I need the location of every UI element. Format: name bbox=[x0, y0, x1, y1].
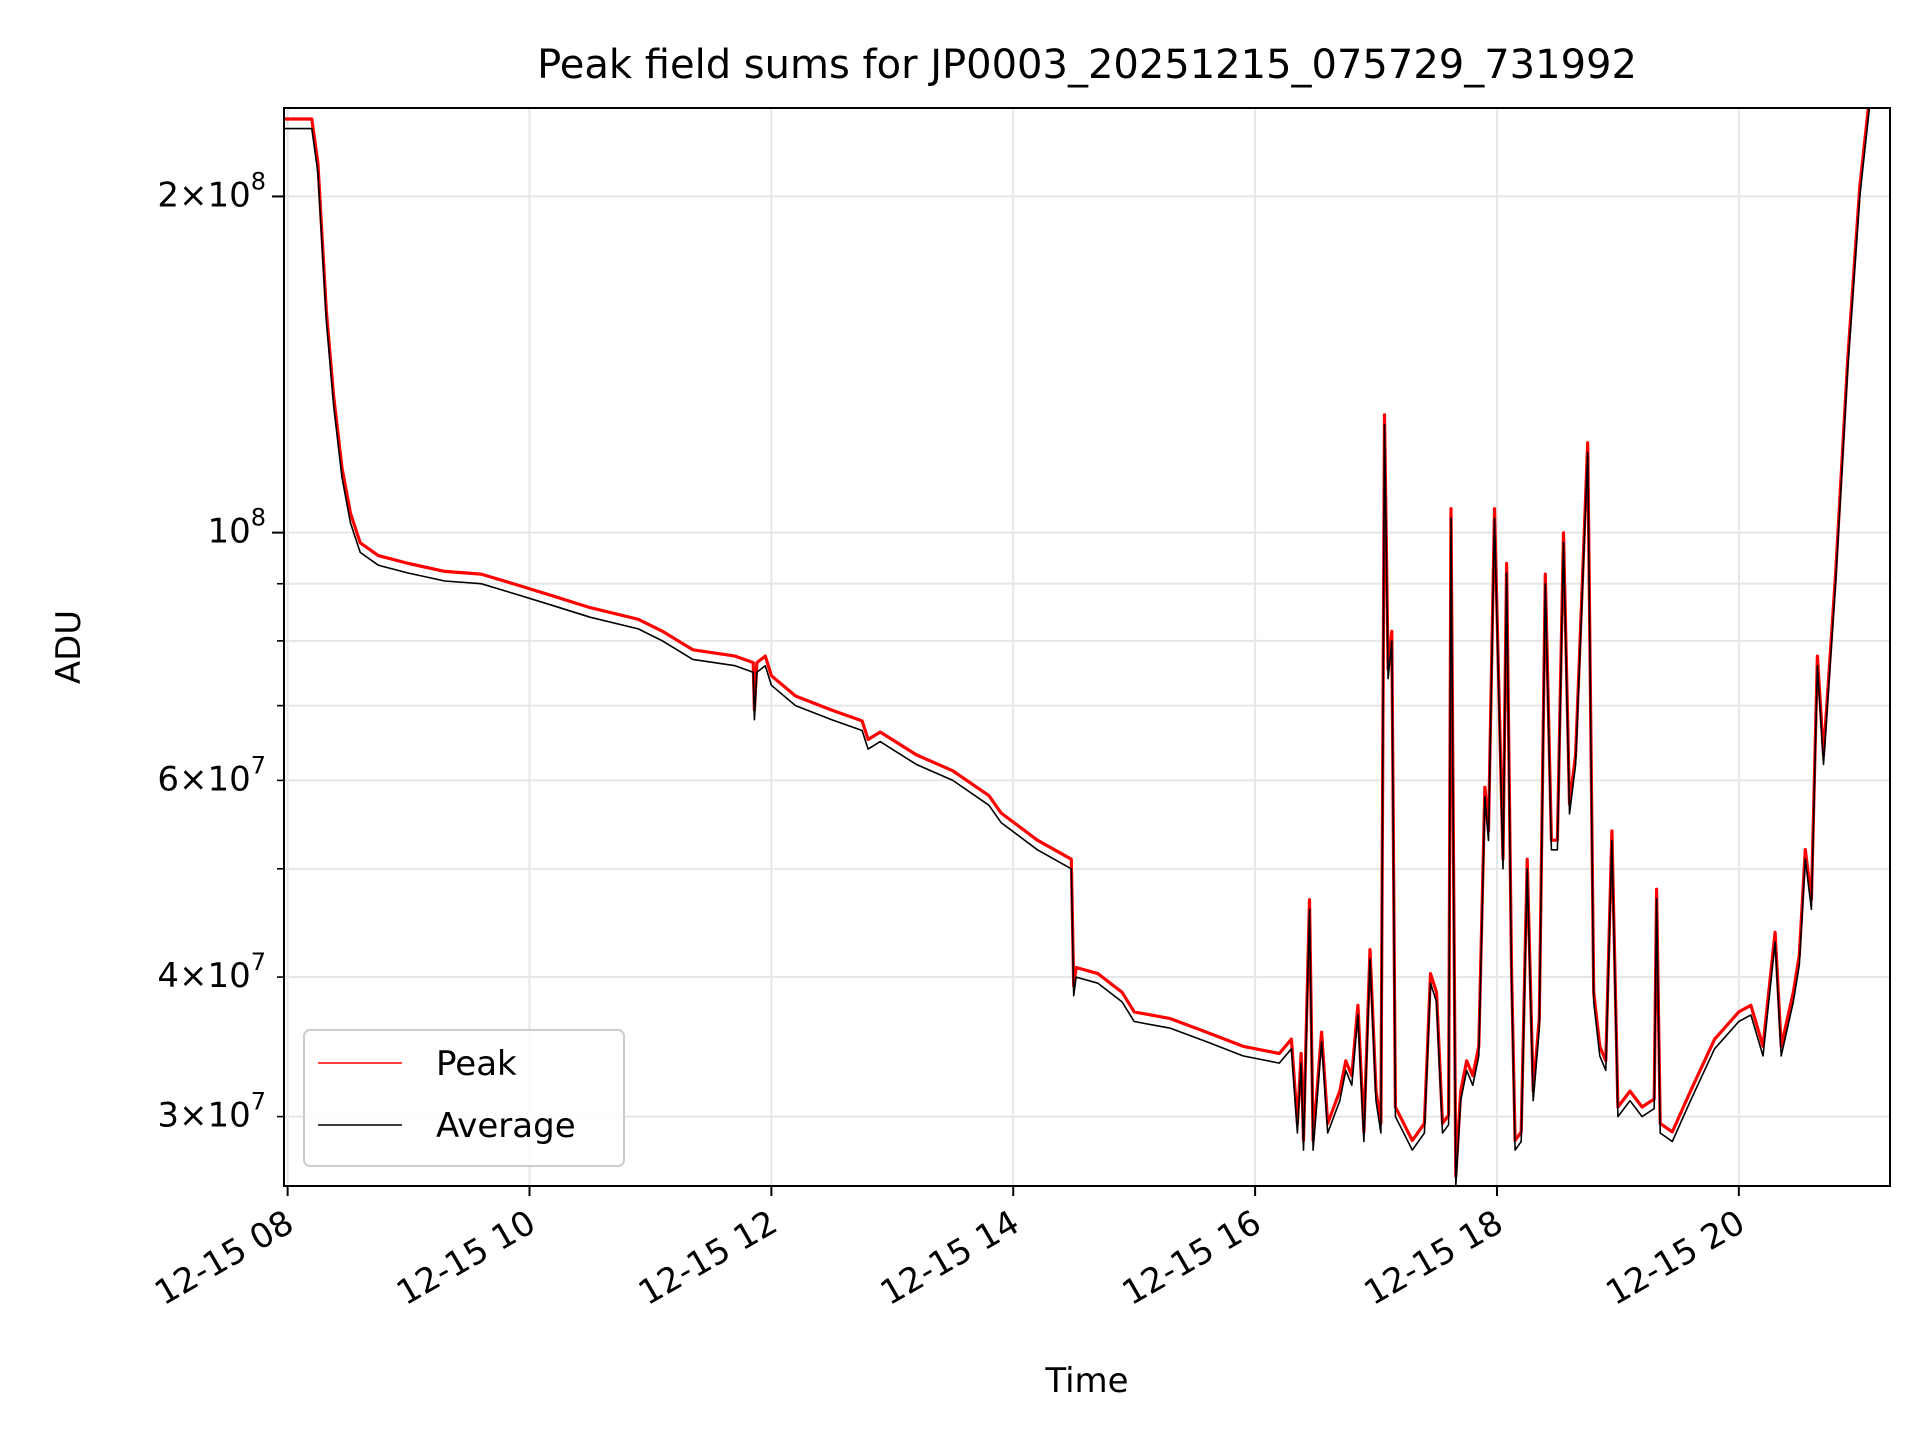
y-tick-label: 6×107 bbox=[157, 751, 266, 799]
y-tick-label: 4×107 bbox=[157, 948, 266, 996]
legend-label-peak: Peak bbox=[436, 1044, 517, 1084]
y-tick-label: 2×108 bbox=[157, 167, 266, 215]
legend: Peak Average bbox=[303, 1029, 625, 1167]
series-layer bbox=[284, 108, 1871, 1186]
chart-title: Peak field sums for JP0003_20251215_0757… bbox=[537, 42, 1637, 88]
y-tick-label: 3×107 bbox=[157, 1088, 266, 1136]
series-line-average bbox=[284, 108, 1871, 1186]
legend-box bbox=[303, 1029, 625, 1167]
y-axis-label: ADU bbox=[49, 610, 89, 684]
grid bbox=[284, 108, 1890, 1186]
legend-label-average: Average bbox=[436, 1106, 576, 1146]
x-axis-label: Time bbox=[1044, 1361, 1128, 1401]
plot-frame bbox=[283, 107, 1891, 1187]
y-tick-label: 108 bbox=[207, 504, 266, 552]
